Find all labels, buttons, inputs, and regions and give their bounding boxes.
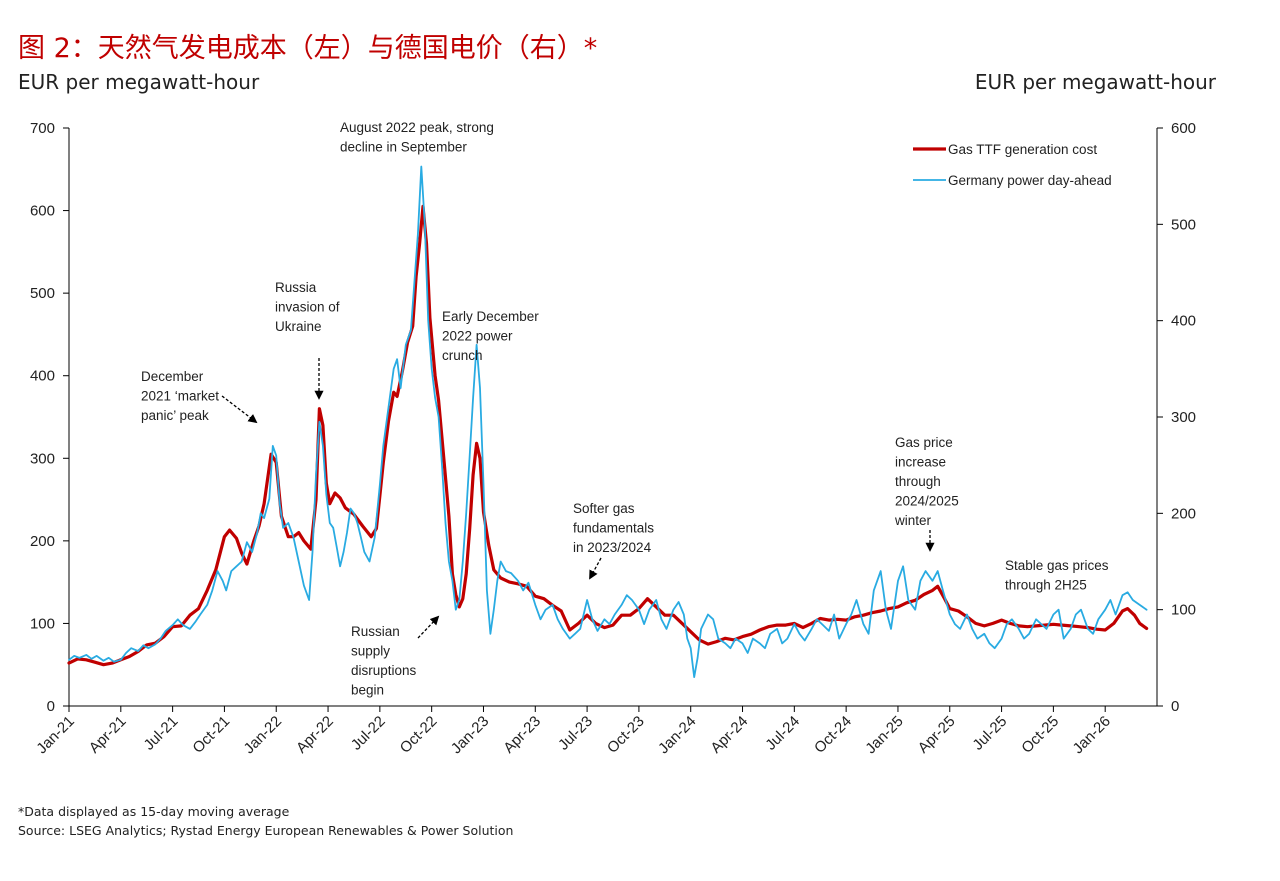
footnote: *Data displayed as 15-day moving average [18, 804, 290, 819]
annotation-line: August 2022 peak, strong [340, 120, 494, 135]
x-tick-label: Oct-21 [189, 713, 233, 757]
y-right-tick-label: 0 [1171, 698, 1179, 715]
y-left-tick-label: 200 [30, 533, 55, 550]
x-tick-label: Oct-24 [811, 713, 855, 757]
arrow-russian-supply [417, 615, 440, 639]
annotation-line: through [895, 474, 941, 489]
x-tick-label: Apr-25 [915, 713, 959, 757]
annotation-line: Ukraine [275, 319, 322, 334]
annotation-line: increase [895, 455, 946, 470]
annotation-line: winter [894, 513, 932, 528]
annotation-line: December [141, 369, 204, 384]
annotation-aug2022: August 2022 peak, strong decline in Septe… [340, 120, 494, 155]
y-left-tick-label: 600 [30, 203, 55, 220]
annotation-line: 2024/2025 [895, 494, 959, 509]
x-tick-label: Jul-21 [141, 713, 182, 754]
x-tick-label: Jan-23 [448, 713, 492, 757]
x-tick-label: Jan-25 [862, 713, 906, 757]
y-left-tick-label: 300 [30, 450, 55, 467]
x-tick-label: Apr-23 [500, 713, 544, 757]
y-left-tick-label: 400 [30, 368, 55, 385]
annotation-russia: Russia invasion of Ukraine [275, 280, 340, 334]
annotation-dec2021: December 2021 ‘market panic’ peak [141, 369, 219, 423]
annotation-line: Softer gas [573, 501, 635, 516]
arrow-dec2021 [221, 395, 258, 424]
arrow-softer-gas [589, 557, 602, 580]
annotation-line: Gas price [895, 435, 953, 450]
annotation-early-dec: Early December 2022 power crunch [442, 309, 539, 363]
x-tick-label: Jul-25 [969, 713, 1010, 754]
source-note: Source: LSEG Analytics; Rystad Energy Eu… [18, 823, 514, 838]
annotation-stable-gas: Stable gas prices through 2H25 [1005, 558, 1109, 593]
legend-gas-label: Gas TTF generation cost [948, 142, 1097, 157]
annotation-line: Russian [351, 624, 400, 639]
y-right-tick-label: 400 [1171, 313, 1196, 330]
x-tick-label: Jan-24 [655, 713, 699, 757]
annotation-line: through 2H25 [1005, 578, 1087, 593]
y-right-tick-label: 500 [1171, 216, 1196, 233]
y-axis-right-title: EUR per megawatt-hour [974, 70, 1216, 94]
legend-power-label: Germany power day-ahead [948, 173, 1112, 188]
annotation-russian-supply: Russian supply disruptions begin [351, 624, 417, 698]
x-tick-label: Oct-22 [397, 713, 441, 757]
annotation-line: decline in September [340, 140, 467, 155]
annotation-line: in 2023/2024 [573, 540, 652, 555]
annotation-line: begin [351, 683, 384, 698]
annotation-line: Early December [442, 309, 539, 324]
annotation-line: 2022 power [442, 329, 513, 344]
annotation-line: 2021 ‘market [141, 389, 219, 404]
annotation-line: fundamentals [573, 521, 654, 536]
x-tick-label: Jan-26 [1070, 713, 1114, 757]
y-right-tick-label: 200 [1171, 505, 1196, 522]
x-tick-label: Jul-23 [555, 713, 596, 754]
x-tick-label: Apr-24 [707, 713, 751, 757]
y-left-tick-label: 700 [30, 120, 55, 137]
y-right-tick-label: 100 [1171, 602, 1196, 619]
annotation-line: crunch [442, 348, 483, 363]
annotation-line: disruptions [351, 663, 417, 678]
x-tick-label: Jul-22 [348, 713, 389, 754]
x-tick-label: Oct-23 [604, 713, 648, 757]
y-left-tick-label: 100 [30, 615, 55, 632]
y-left-tick-label: 0 [47, 698, 55, 715]
annotation-line: Stable gas prices [1005, 558, 1109, 573]
annotation-softer-gas: Softer gas fundamentals in 2023/2024 [573, 501, 654, 555]
y-right-tick-label: 600 [1171, 120, 1196, 137]
x-tick-label: Jan-22 [241, 713, 285, 757]
x-tick-label: Apr-22 [293, 713, 337, 757]
x-tick-label: Apr-21 [86, 713, 130, 757]
series-power-line [68, 165, 1148, 678]
series-gas-line [67, 204, 1149, 667]
y-left-tick-label: 500 [30, 285, 55, 302]
annotation-line: panic’ peak [141, 408, 209, 423]
x-tick-label: Jan-21 [33, 713, 77, 757]
x-tick-label: Jul-24 [762, 713, 803, 754]
chart-title: 图 2：天然气发电成本（左）与德国电价（右）* [18, 33, 598, 64]
y-right-tick-label: 300 [1171, 409, 1196, 426]
x-tick-label: Oct-25 [1018, 713, 1062, 757]
annotation-line: Russia [275, 280, 317, 295]
y-axis-left-title: EUR per megawatt-hour [18, 70, 260, 94]
annotation-line: invasion of [275, 300, 340, 315]
annotation-line: supply [351, 644, 390, 659]
annotation-gas-increase: Gas price increase through 2024/2025 winter [894, 435, 959, 528]
